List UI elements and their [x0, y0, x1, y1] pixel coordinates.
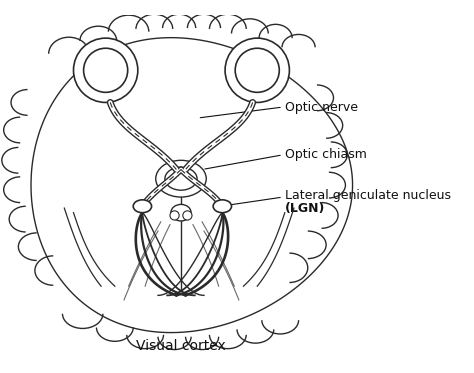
Text: Visual cortex: Visual cortex [136, 339, 226, 353]
Circle shape [183, 211, 192, 220]
Text: (LGN): (LGN) [285, 201, 325, 214]
Text: Optic chiasm: Optic chiasm [285, 148, 367, 161]
Text: Lateral geniculate nucleus: Lateral geniculate nucleus [285, 189, 451, 202]
Ellipse shape [165, 167, 197, 190]
Circle shape [170, 211, 179, 220]
Circle shape [235, 48, 279, 93]
Polygon shape [31, 38, 353, 333]
Ellipse shape [171, 204, 191, 221]
Ellipse shape [213, 200, 231, 213]
Circle shape [83, 48, 128, 93]
Ellipse shape [133, 200, 152, 213]
Circle shape [73, 38, 138, 103]
Text: Optic nerve: Optic nerve [285, 101, 358, 113]
Ellipse shape [156, 160, 206, 197]
Circle shape [225, 38, 290, 103]
